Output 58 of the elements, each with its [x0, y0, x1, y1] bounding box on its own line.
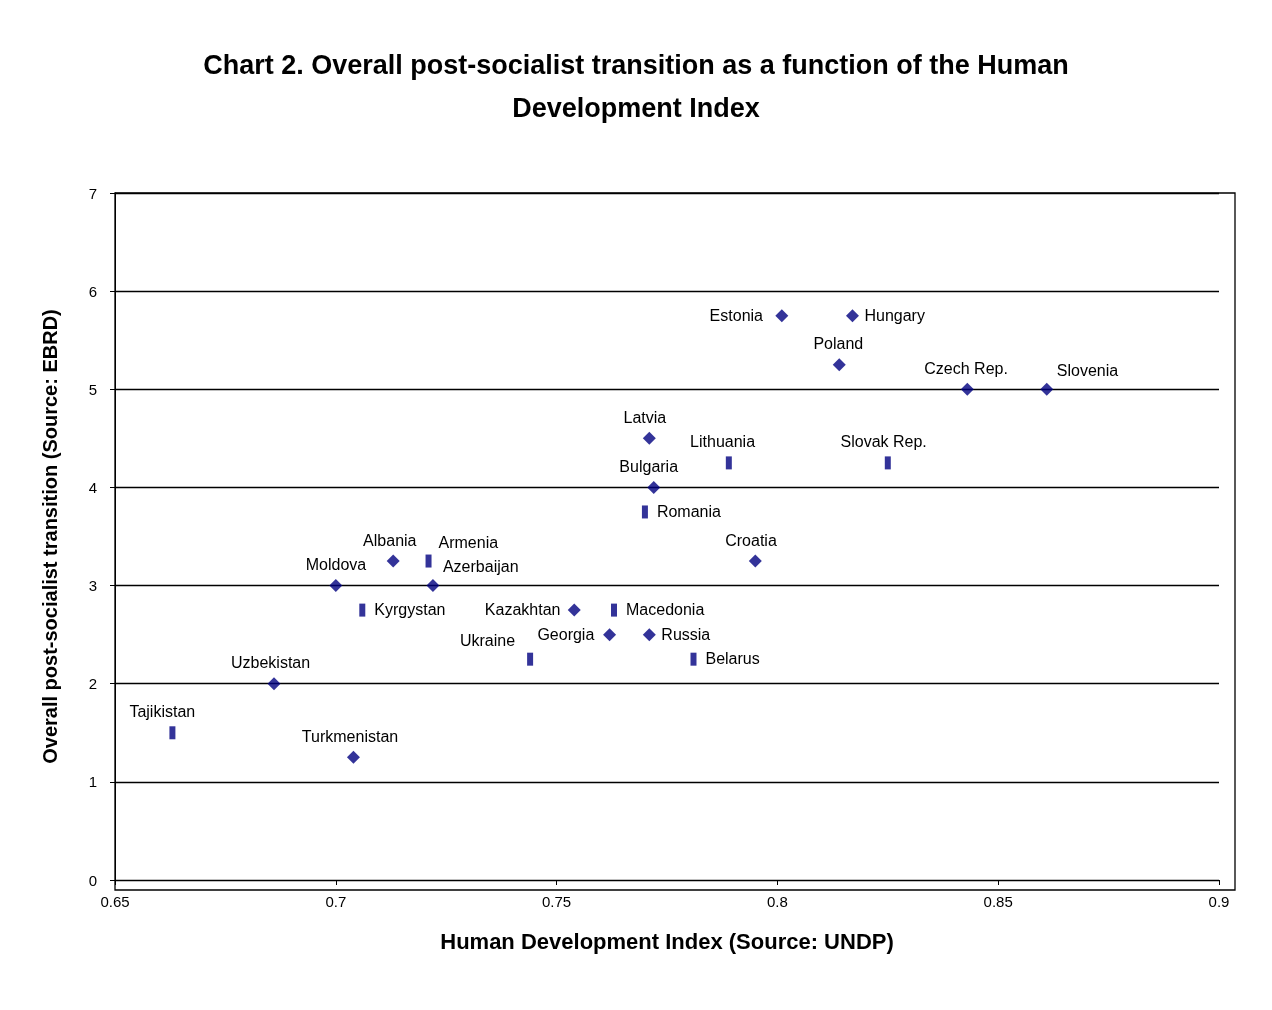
annotation: Lithuania [690, 433, 756, 451]
y-tick-label: 3 [88, 577, 97, 595]
annotation: Slovak Rep. [840, 433, 927, 451]
annotation: Slovenia [1056, 361, 1119, 379]
annotation: Turkmenistan [301, 727, 399, 745]
annotation: Macedonia [626, 601, 705, 619]
y-axis-title: Overall post-socialist transition (Source: EBRD) [39, 309, 61, 764]
point [748, 554, 762, 568]
point [960, 382, 974, 396]
x-tick-label: 0.9 [1208, 893, 1230, 910]
annotation: Estonia [709, 306, 764, 324]
y-tick-label: 2 [88, 675, 97, 693]
annotation: Bulgaria [619, 457, 679, 475]
annotation: Czech Rep. [924, 359, 1008, 377]
x-tick-label: 0.85 [983, 893, 1013, 910]
point [329, 579, 343, 593]
annotation: Kazakhtan [484, 601, 561, 619]
point [567, 603, 581, 617]
point [426, 579, 440, 593]
point [642, 628, 656, 642]
annotation: Azerbaijan [442, 558, 519, 576]
x-tick-label: 0.65 [100, 893, 130, 910]
point [775, 309, 789, 323]
annotation: Georgia [537, 625, 595, 643]
annotation: Poland [813, 335, 864, 353]
point [647, 480, 661, 494]
point [832, 358, 846, 372]
y-tick-label: 5 [88, 380, 97, 398]
annotation: Albania [363, 531, 417, 549]
y-tick-label: 0 [88, 871, 97, 889]
point [267, 677, 281, 691]
annotation: Russia [661, 625, 711, 643]
chart-title: Chart 2. Overall post-socialist transition as a function of the Human Development Index [203, 49, 1069, 123]
annotation: Tajikistan [129, 703, 196, 721]
annotation: Hungary [864, 306, 925, 324]
y-tick-label: 1 [88, 773, 97, 791]
annotation: Uzbekistan [230, 654, 311, 672]
annotation: Ukraine [459, 631, 516, 649]
x-axis-title: Human Development Index (Source: UNDP) [440, 928, 894, 954]
annotation: Moldova [305, 556, 367, 574]
point [386, 554, 400, 568]
point [642, 431, 656, 445]
x-tick-label: 0.75 [542, 893, 572, 910]
y-tick-label: 6 [88, 282, 97, 300]
x-tick-label: 0.8 [766, 893, 788, 910]
y-tick-label: 7 [88, 184, 97, 202]
annotation: Romania [656, 502, 722, 520]
x-tick-label: 0.7 [325, 893, 347, 910]
point [603, 628, 617, 642]
annotation: Armenia [438, 533, 499, 551]
annotation: Kyrgystan [374, 601, 446, 619]
annotation: Belarus [705, 650, 760, 668]
y-tick-label: 4 [88, 478, 97, 496]
annotation: Croatia [725, 531, 777, 549]
point [1040, 382, 1054, 396]
point [845, 309, 859, 323]
point [346, 750, 360, 764]
annotation: Latvia [623, 408, 667, 426]
